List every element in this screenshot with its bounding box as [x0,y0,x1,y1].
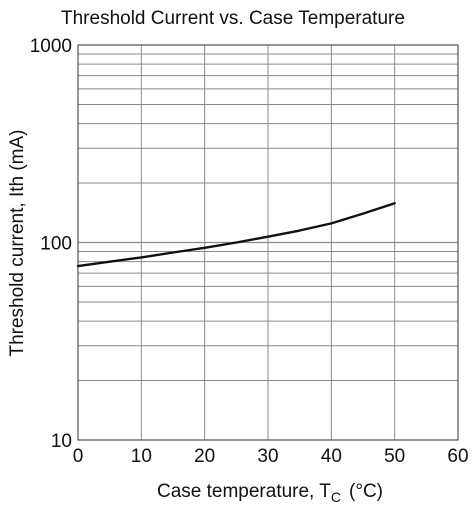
x-tick-label: 40 [321,446,342,467]
y-axis-label: Threshold current, Ith (mA) [7,129,28,356]
x-axis-label-main: Case temperature, T [157,481,331,502]
y-tick-label: 100 [40,234,72,255]
x-tick-label: 50 [384,446,405,467]
x-tick-label: 30 [257,446,278,467]
threshold-current-curve [76,202,396,268]
x-axis-label-unit: (°C) [349,481,383,502]
series-layer [76,202,396,268]
y-tick-label: 1000 [30,36,72,57]
x-tick-label: 20 [194,446,215,467]
grid-layer [78,45,458,440]
plot-frame [77,44,459,441]
x-axis-label: Case temperature, TC (°C) [157,481,383,505]
x-axis-label-subscript: C [331,489,341,505]
x-tick-label: 10 [131,446,152,467]
chart-title: Threshold Current vs. Case Temperature [61,8,405,29]
x-tick-label: 60 [447,446,468,467]
x-tick-label: 0 [73,446,84,467]
y-tick-label: 10 [51,431,72,452]
